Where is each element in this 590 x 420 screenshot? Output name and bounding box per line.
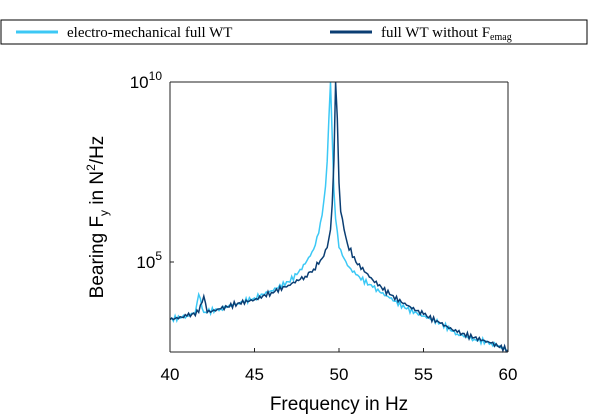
legend-label-subscript: emag	[490, 32, 512, 43]
y-axis-label-prefix: Bearing F	[87, 216, 108, 298]
plot-area	[170, 82, 508, 352]
y-axis-label-suffix: /Hz	[87, 136, 108, 165]
y-ticks: 105 1010	[130, 69, 174, 272]
legend-box	[0, 19, 588, 45]
y-axis-label-middle: in N	[87, 171, 108, 210]
y-axis-label-sub: y	[97, 210, 111, 216]
x-tick-label: 50	[330, 365, 349, 384]
series-layer	[169, 81, 509, 354]
y-axis-label-sup: 2	[84, 164, 98, 171]
series-line-0	[169, 81, 509, 352]
y-tick-label: 1010	[130, 69, 163, 92]
x-tick-label: 40	[161, 365, 180, 384]
legend-label-electro-mechanical: electro-mechanical full WT	[67, 25, 232, 41]
x-axis-label: Frequency in Hz	[270, 394, 408, 415]
y-axis-label: Bearing Fy in N2/Hz	[84, 136, 111, 299]
legend-label-main: full WT without F	[381, 25, 490, 41]
y-tick-label: 105	[136, 249, 162, 272]
series-line-1	[169, 81, 509, 354]
x-tick-label: 60	[499, 365, 518, 384]
legend-label-without-femag: full WT without Femag	[381, 25, 512, 43]
legend: electro-mechanical full WT full WT witho…	[0, 19, 588, 45]
x-tick-label: 45	[245, 365, 264, 384]
x-ticks: 40 45 50 55 60	[161, 348, 518, 384]
x-tick-label: 55	[414, 365, 433, 384]
